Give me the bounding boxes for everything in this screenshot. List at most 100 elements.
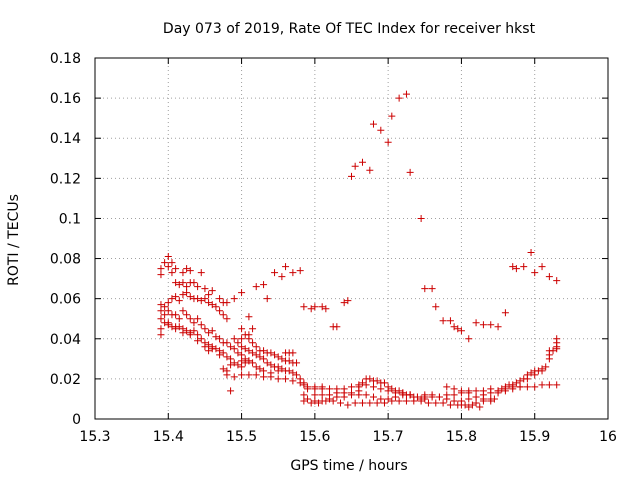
- data-point: [157, 325, 165, 333]
- data-point: [351, 162, 359, 170]
- data-point: [175, 281, 183, 289]
- data-point: [329, 397, 337, 405]
- data-point: [263, 359, 271, 367]
- data-point: [234, 361, 242, 369]
- data-point: [271, 269, 279, 277]
- y-tick-label: 0.1: [59, 211, 81, 227]
- data-point: [256, 365, 264, 373]
- data-point: [344, 401, 352, 409]
- data-point: [190, 327, 198, 335]
- data-point: [479, 321, 487, 329]
- data-point: [446, 317, 454, 325]
- data-point: [194, 283, 202, 291]
- data-point: [223, 339, 231, 347]
- data-point: [179, 291, 187, 299]
- data-point: [260, 347, 268, 355]
- data-point: [157, 331, 165, 339]
- data-point: [252, 283, 260, 291]
- data-point: [238, 325, 246, 333]
- data-point: [351, 399, 359, 407]
- data-point: [300, 379, 308, 387]
- data-point: [293, 371, 301, 379]
- plot-frame: [94, 57, 609, 420]
- data-point: [183, 327, 191, 335]
- data-point: [201, 295, 209, 303]
- data-point: [285, 367, 293, 375]
- x-tick-label: 15.8: [446, 429, 477, 445]
- data-point: [296, 375, 304, 383]
- data-point: [501, 385, 509, 393]
- data-point: [333, 393, 341, 401]
- data-point: [509, 383, 517, 391]
- y-axis-label: ROTI / TECUs: [6, 194, 22, 286]
- data-point: [421, 285, 429, 293]
- data-point: [252, 343, 260, 351]
- data-point: [296, 267, 304, 275]
- data-point: [318, 385, 326, 393]
- data-point: [172, 325, 180, 333]
- data-point: [326, 395, 334, 403]
- data-point: [278, 365, 286, 373]
- data-point: [252, 371, 260, 379]
- data-point: [194, 315, 202, 323]
- data-point: [388, 397, 396, 405]
- data-point: [274, 367, 282, 375]
- data-point: [245, 331, 253, 339]
- data-point: [274, 353, 282, 361]
- y-tick-label: 0.14: [50, 131, 81, 147]
- data-point: [183, 265, 191, 273]
- data-point: [164, 307, 172, 315]
- data-point: [340, 385, 348, 393]
- data-point: [487, 389, 495, 397]
- data-point: [457, 327, 465, 335]
- data-point: [501, 309, 509, 317]
- data-point: [172, 279, 180, 287]
- data-point: [362, 381, 370, 389]
- data-point: [395, 387, 403, 395]
- data-point: [238, 351, 246, 359]
- data-point: [377, 385, 385, 393]
- data-point: [164, 263, 172, 271]
- data-point: [465, 389, 473, 397]
- data-point: [494, 323, 502, 331]
- y-tick-label: 0.12: [50, 171, 81, 187]
- axis-ticks: 15.3 15.4 15.5 15.6 15.7 15.8 15.9 16 0 0.02 0.04 0…: [50, 51, 617, 445]
- y-tick-label: 0: [72, 412, 81, 428]
- data-point: [230, 373, 238, 381]
- data-point: [523, 383, 531, 391]
- x-tick-label: 15.3: [79, 429, 110, 445]
- data-point: [230, 345, 238, 353]
- data-point: [172, 311, 180, 319]
- data-point: [263, 295, 271, 303]
- data-point: [190, 319, 198, 327]
- data-point: [465, 335, 473, 343]
- data-point: [402, 397, 410, 405]
- x-tick-label: 15.4: [153, 429, 184, 445]
- data-point: [194, 331, 202, 339]
- x-tick-label: 15.7: [373, 429, 404, 445]
- data-point: [234, 349, 242, 357]
- data-point: [289, 269, 297, 277]
- data-point: [216, 335, 224, 343]
- data-point: [413, 393, 421, 401]
- data-point: [157, 315, 165, 323]
- data-point: [315, 399, 323, 407]
- data-point: [509, 263, 517, 271]
- data-point: [337, 399, 345, 407]
- data-point: [318, 303, 326, 311]
- data-point: [157, 271, 165, 279]
- data-point: [402, 90, 410, 98]
- data-point: [157, 307, 165, 315]
- data-point: [516, 383, 524, 391]
- data-point: [164, 321, 172, 329]
- data-point: [260, 355, 268, 363]
- data-point: [179, 329, 187, 337]
- data-point: [553, 335, 561, 343]
- data-point: [201, 343, 209, 351]
- data-point: [428, 391, 436, 399]
- data-point: [553, 345, 561, 353]
- data-point: [450, 391, 458, 399]
- data-point: [304, 385, 312, 393]
- data-point: [553, 277, 561, 285]
